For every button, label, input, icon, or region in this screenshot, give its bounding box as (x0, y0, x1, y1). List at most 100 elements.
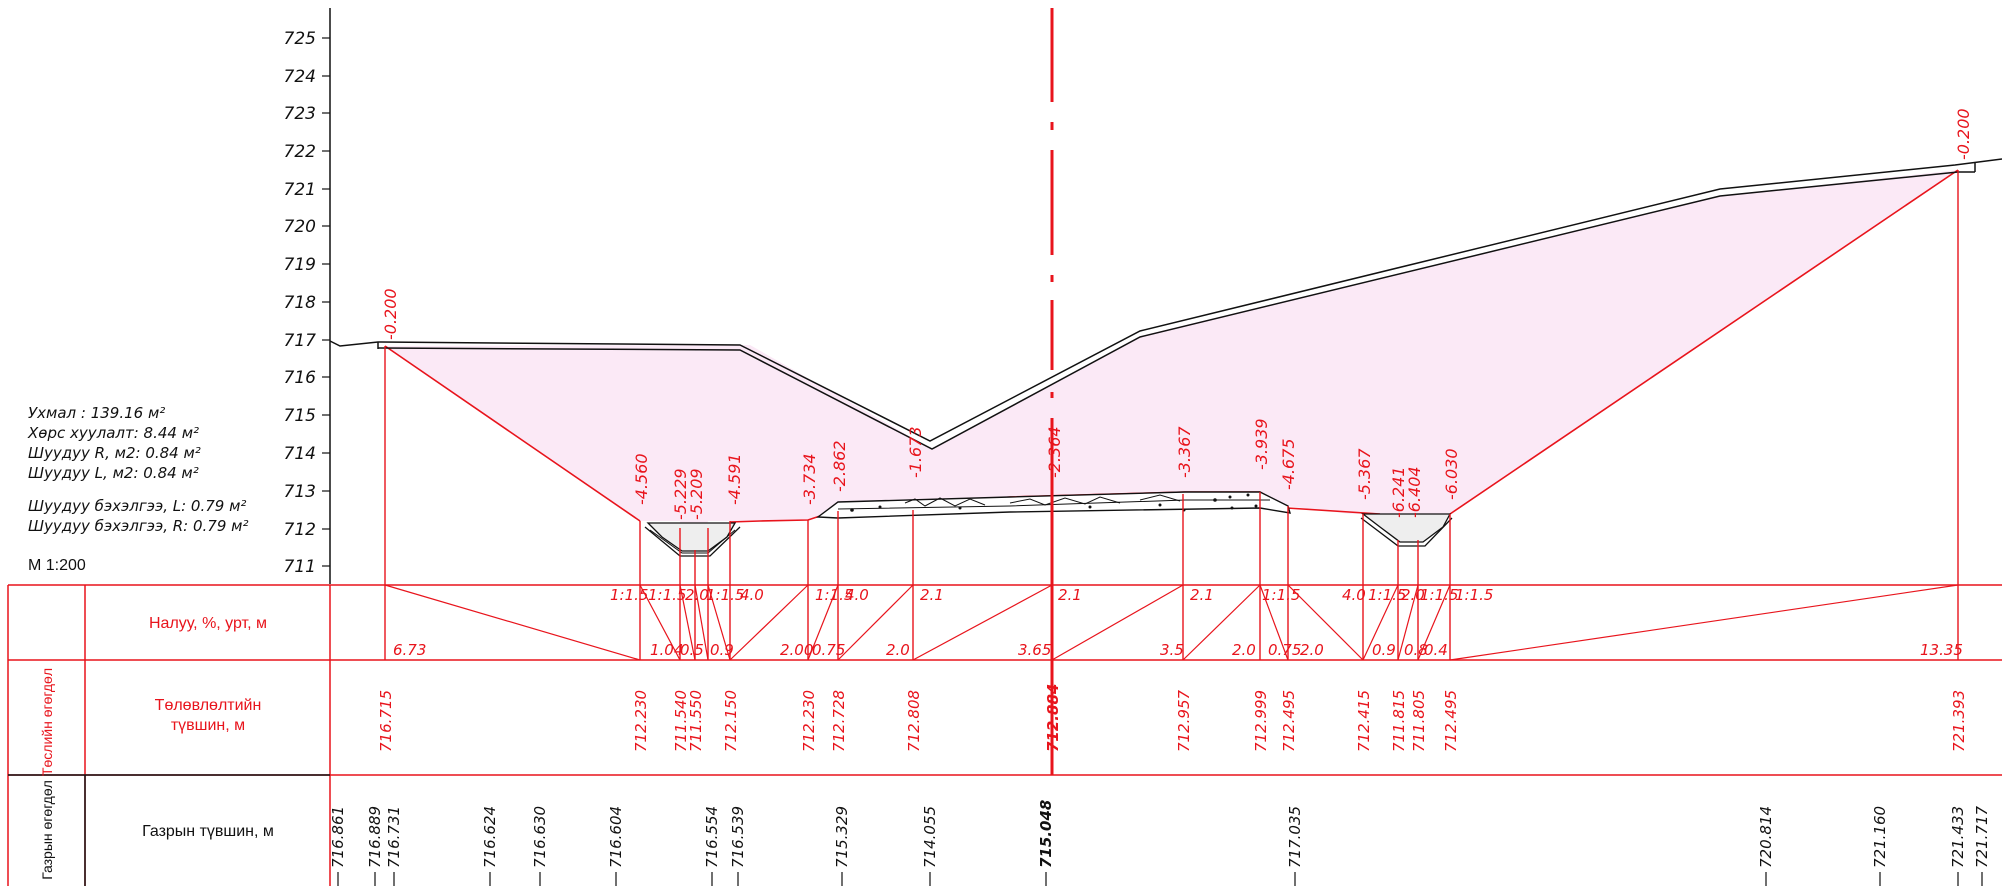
slope-length: 0.75 (1268, 641, 1301, 659)
slope-diagrams (384, 584, 1959, 661)
row-design-label-line2: түвшин, м (171, 717, 245, 734)
axis-label: 725 (284, 29, 316, 49)
ground-level-values: 716.861 716.889 716.731 716.624 716.630 … (329, 800, 1991, 868)
axis-label: 722 (284, 142, 316, 162)
design-level: 711.550 (687, 690, 705, 752)
ground-level: 716.539 (729, 806, 747, 868)
area-ditch-right: Шуудуу R, м2: 0.84 м² (28, 444, 201, 462)
axis-label: 712 (284, 520, 316, 540)
slope-value: 2.0 (685, 586, 709, 604)
design-level: 712.495 (1280, 690, 1298, 752)
slope-length: 13.35 (1920, 641, 1963, 659)
slope-bottom-values: 6.73 1.04 0.5 0.9 2.00 0.75 2.0 3.65 3.5… (393, 641, 1963, 659)
area-ditch-lining-right: Шуудуу бэхэлгээ, R: 0.79 м² (28, 517, 249, 535)
row-slope-label: Налуу, %, урт, м (149, 615, 267, 632)
cut-depth-labels: -0.200 -4.560 -5.229 -5.209 -4.591 -3.73… (381, 108, 1973, 520)
design-level: 712.495 (1442, 690, 1460, 752)
cut-area (385, 170, 1958, 552)
slope-length: 0.4 (1424, 641, 1448, 659)
ground-level: 721.160 (1871, 806, 1889, 868)
slope-value: 1:1.5 (610, 586, 648, 604)
slope-length: 6.73 (393, 641, 426, 659)
design-level: 721.393 (1950, 690, 1968, 752)
design-level: 712.884 (1044, 684, 1062, 752)
ground-level: 721.717 (1973, 806, 1991, 868)
area-ditch-left: Шуудуу L, м2: 0.84 м² (28, 464, 199, 482)
design-level: 712.808 (905, 690, 923, 752)
slope-length: 2.0 (1232, 641, 1256, 659)
ground-level: 716.604 (607, 806, 625, 868)
slope-value: 2.1 (1058, 586, 1082, 604)
row-design-label-line1: Төлөвлөлтийн (155, 697, 262, 714)
group-design-label: Төслийн өгөгдөл (39, 668, 55, 776)
slope-length: 2.0 (886, 641, 910, 659)
design-level: 711.805 (1410, 690, 1428, 752)
axis-label: 711 (284, 557, 316, 577)
cut-outline (384, 345, 641, 522)
slope-value: 1:1.5 (1368, 586, 1406, 604)
slope-length: 0.75 (812, 641, 845, 659)
ground-level: 716.861 (329, 806, 347, 868)
design-level: 712.150 (722, 690, 740, 752)
ground-level: 715.048 (1037, 800, 1055, 868)
cut-depth: -4.675 (1279, 438, 1298, 490)
ground-level: 714.055 (921, 806, 939, 868)
slope-value: 2.1 (1190, 586, 1214, 604)
elevation-axis: 725 724 723 722 721 720 719 718 717 716 … (284, 8, 331, 584)
cut-depth: -6.241 (1389, 466, 1408, 518)
cut-depth: -6.404 (1405, 466, 1424, 518)
area-ditch-lining-left: Шуудуу бэхэлгээ, L: 0.79 м² (28, 497, 246, 515)
cut-depth: -2.862 (830, 440, 849, 492)
cut-depth: -0.200 (381, 288, 400, 340)
left-ditch (644, 522, 741, 557)
ground-level: 721.433 (1949, 806, 1967, 868)
slope-top-values: 1:1.5 1:1.5 2.0 1:1.5 4.0 1:1.5 4.0 2.1 … (610, 586, 1493, 604)
axis-label: 718 (284, 293, 317, 313)
cut-depth: -5.229 (671, 468, 690, 520)
cut-depth: -3.734 (800, 453, 819, 505)
design-level: 711.540 (672, 690, 690, 752)
slope-length: 3.5 (1160, 641, 1184, 659)
area-cut: Ухмал : 139.16 м² (28, 404, 165, 422)
slope-length: 2.0 (1300, 641, 1324, 659)
axis-label: 720 (284, 217, 316, 237)
axis-label: 713 (284, 482, 316, 502)
ground-level: 716.554 (703, 806, 721, 868)
axis-label: 721 (284, 180, 316, 200)
cut-depth: -1.673 (906, 426, 925, 478)
slope-value: 2.1 (920, 586, 944, 604)
cut-depth: -3.939 (1252, 418, 1271, 470)
slope-value: 1:1.5 (1262, 586, 1300, 604)
design-level: 712.415 (1355, 690, 1373, 752)
cut-depth: -2.364 (1045, 426, 1064, 478)
design-level: 712.230 (632, 690, 650, 752)
axis-label: 723 (284, 104, 316, 124)
slope-length: 0.9 (710, 641, 734, 659)
slope-length: 0.8 (1404, 641, 1428, 659)
slope-value: 4.0 (845, 586, 869, 604)
slope-value: 1:1.5 (648, 586, 686, 604)
ground-level: 717.035 (1286, 806, 1304, 868)
cut-depth: -6.030 (1442, 448, 1461, 500)
drawing-scale: М 1:200 (28, 557, 86, 574)
ground-level: 716.731 (385, 806, 403, 868)
ground-level: 716.889 (366, 806, 384, 868)
ground-level: 716.624 (481, 806, 499, 868)
profile-table (7, 584, 2002, 886)
axis-label: 714 (284, 444, 316, 464)
area-summary: Ухмал : 139.16 м² Хөрс хуулалт: 8.44 м² … (27, 404, 249, 535)
cut-depth: -4.560 (632, 453, 651, 505)
cut-depth: -5.209 (687, 468, 706, 520)
slope-length: 2.00 (780, 641, 813, 659)
slope-value: 1:1.5 (706, 586, 744, 604)
ground-line (329, 158, 2002, 450)
design-level: 712.957 (1175, 690, 1193, 752)
slope-value: 1:1.5 (1420, 586, 1458, 604)
slope-value: 1:1.5 (1455, 586, 1493, 604)
axis-label: 716 (284, 368, 317, 388)
design-level: 711.815 (1390, 690, 1408, 752)
axis-label: 719 (284, 255, 316, 275)
cut-depth: -4.591 (725, 453, 744, 505)
group-ground-label: Газрын өгөгдөл (39, 780, 55, 880)
table-row-titles: Төслийн өгөгдөл Газрын өгөгдөл Налуу, %,… (39, 615, 274, 880)
